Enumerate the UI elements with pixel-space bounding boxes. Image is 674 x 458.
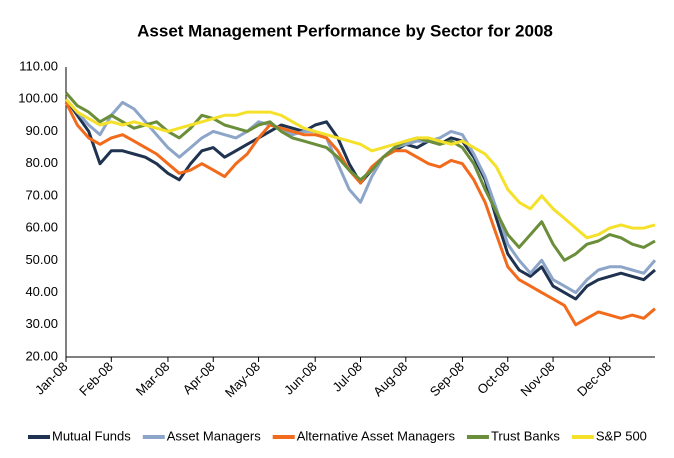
series-line [64, 91, 656, 262]
chart-title: Asset Management Performance by Sector f… [137, 21, 553, 40]
legend-label: S&P 500 [596, 428, 647, 443]
x-tick-label: Sep-08 [427, 359, 467, 399]
series-line [64, 98, 657, 295]
y-tick-label: 80.00 [25, 155, 58, 170]
series-line [64, 98, 656, 240]
y-tick-label: 70.00 [25, 187, 58, 202]
y-tick-label: 20.00 [25, 348, 58, 363]
legend-label: Mutual Funds [52, 428, 131, 443]
x-tick-label: Nov-08 [517, 359, 557, 399]
x-tick-label: May-08 [222, 359, 263, 400]
y-tick-label: 100.00 [18, 91, 58, 106]
legend-label: Asset Managers [167, 428, 261, 443]
x-tick-label: Jul-08 [329, 359, 365, 395]
x-tick-label: Jan-08 [32, 359, 71, 398]
y-tick-label: 110.00 [19, 58, 58, 73]
x-tick-label: Mar-08 [133, 359, 173, 399]
x-tick-label: Feb-08 [76, 359, 116, 399]
y-tick-label: 90.00 [25, 123, 58, 138]
legend-label: Alternative Asset Managers [297, 428, 456, 443]
x-tick-label: Aug-08 [370, 359, 410, 399]
x-tick-label: Dec-08 [574, 359, 614, 399]
x-tick-label: Oct-08 [474, 359, 512, 397]
y-tick-label: 30.00 [25, 316, 58, 331]
x-tick-label: Apr-08 [180, 359, 218, 397]
x-tick-label: Jun-08 [281, 359, 320, 398]
y-tick-label: 50.00 [25, 252, 58, 267]
series-line [64, 101, 656, 327]
y-tick-label: 60.00 [25, 220, 58, 235]
legend-label: Trust Banks [491, 428, 560, 443]
y-tick-label: 40.00 [25, 284, 58, 299]
